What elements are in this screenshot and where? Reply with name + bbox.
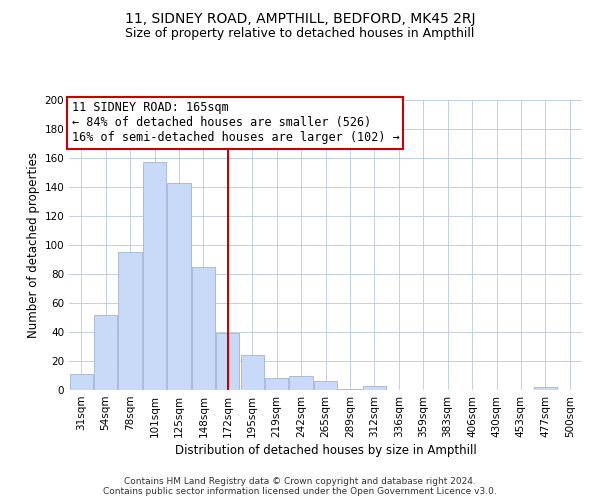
- Text: Contains HM Land Registry data © Crown copyright and database right 2024.: Contains HM Land Registry data © Crown c…: [124, 477, 476, 486]
- Text: Size of property relative to detached houses in Ampthill: Size of property relative to detached ho…: [125, 28, 475, 40]
- Text: Contains public sector information licensed under the Open Government Licence v3: Contains public sector information licen…: [103, 487, 497, 496]
- Bar: [216, 334, 239, 390]
- Bar: [192, 267, 215, 390]
- Bar: [167, 182, 191, 390]
- Bar: [143, 162, 166, 390]
- Bar: [241, 355, 264, 390]
- X-axis label: Distribution of detached houses by size in Ampthill: Distribution of detached houses by size …: [175, 444, 476, 457]
- Bar: [314, 382, 337, 390]
- Bar: [363, 386, 386, 390]
- Bar: [70, 374, 93, 390]
- Bar: [265, 378, 288, 390]
- Bar: [118, 252, 142, 390]
- Text: 11 SIDNEY ROAD: 165sqm
← 84% of detached houses are smaller (526)
16% of semi-de: 11 SIDNEY ROAD: 165sqm ← 84% of detached…: [71, 102, 400, 144]
- Text: 11, SIDNEY ROAD, AMPTHILL, BEDFORD, MK45 2RJ: 11, SIDNEY ROAD, AMPTHILL, BEDFORD, MK45…: [125, 12, 475, 26]
- Bar: [94, 314, 117, 390]
- Bar: [338, 388, 362, 390]
- Y-axis label: Number of detached properties: Number of detached properties: [27, 152, 40, 338]
- Bar: [534, 387, 557, 390]
- Bar: [289, 376, 313, 390]
